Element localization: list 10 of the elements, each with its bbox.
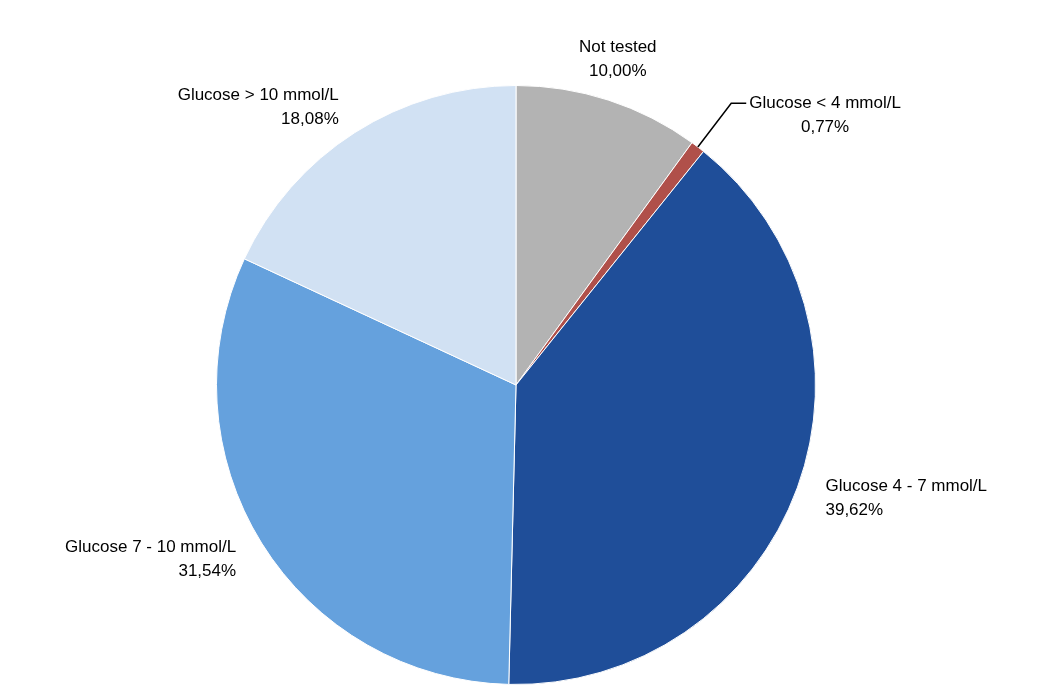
data-label: 18,08%: [281, 108, 339, 128]
data-label: 0,77%: [800, 117, 850, 136]
data-label: 31,54%: [178, 560, 237, 580]
data-label: 10,00%: [588, 61, 647, 81]
data-label: 39,62%: [825, 499, 884, 519]
slice-label: Glucose > 10 mmol/L: [177, 84, 339, 104]
slice-label: Glucose 4 - 7 mmol/L: [825, 475, 988, 495]
slice-label: Not tested: [579, 37, 657, 57]
slice-label: Glucose < 4 mmol/L: [749, 93, 901, 112]
slice-label: Glucose 7 - 10 mmol/L: [65, 536, 237, 556]
